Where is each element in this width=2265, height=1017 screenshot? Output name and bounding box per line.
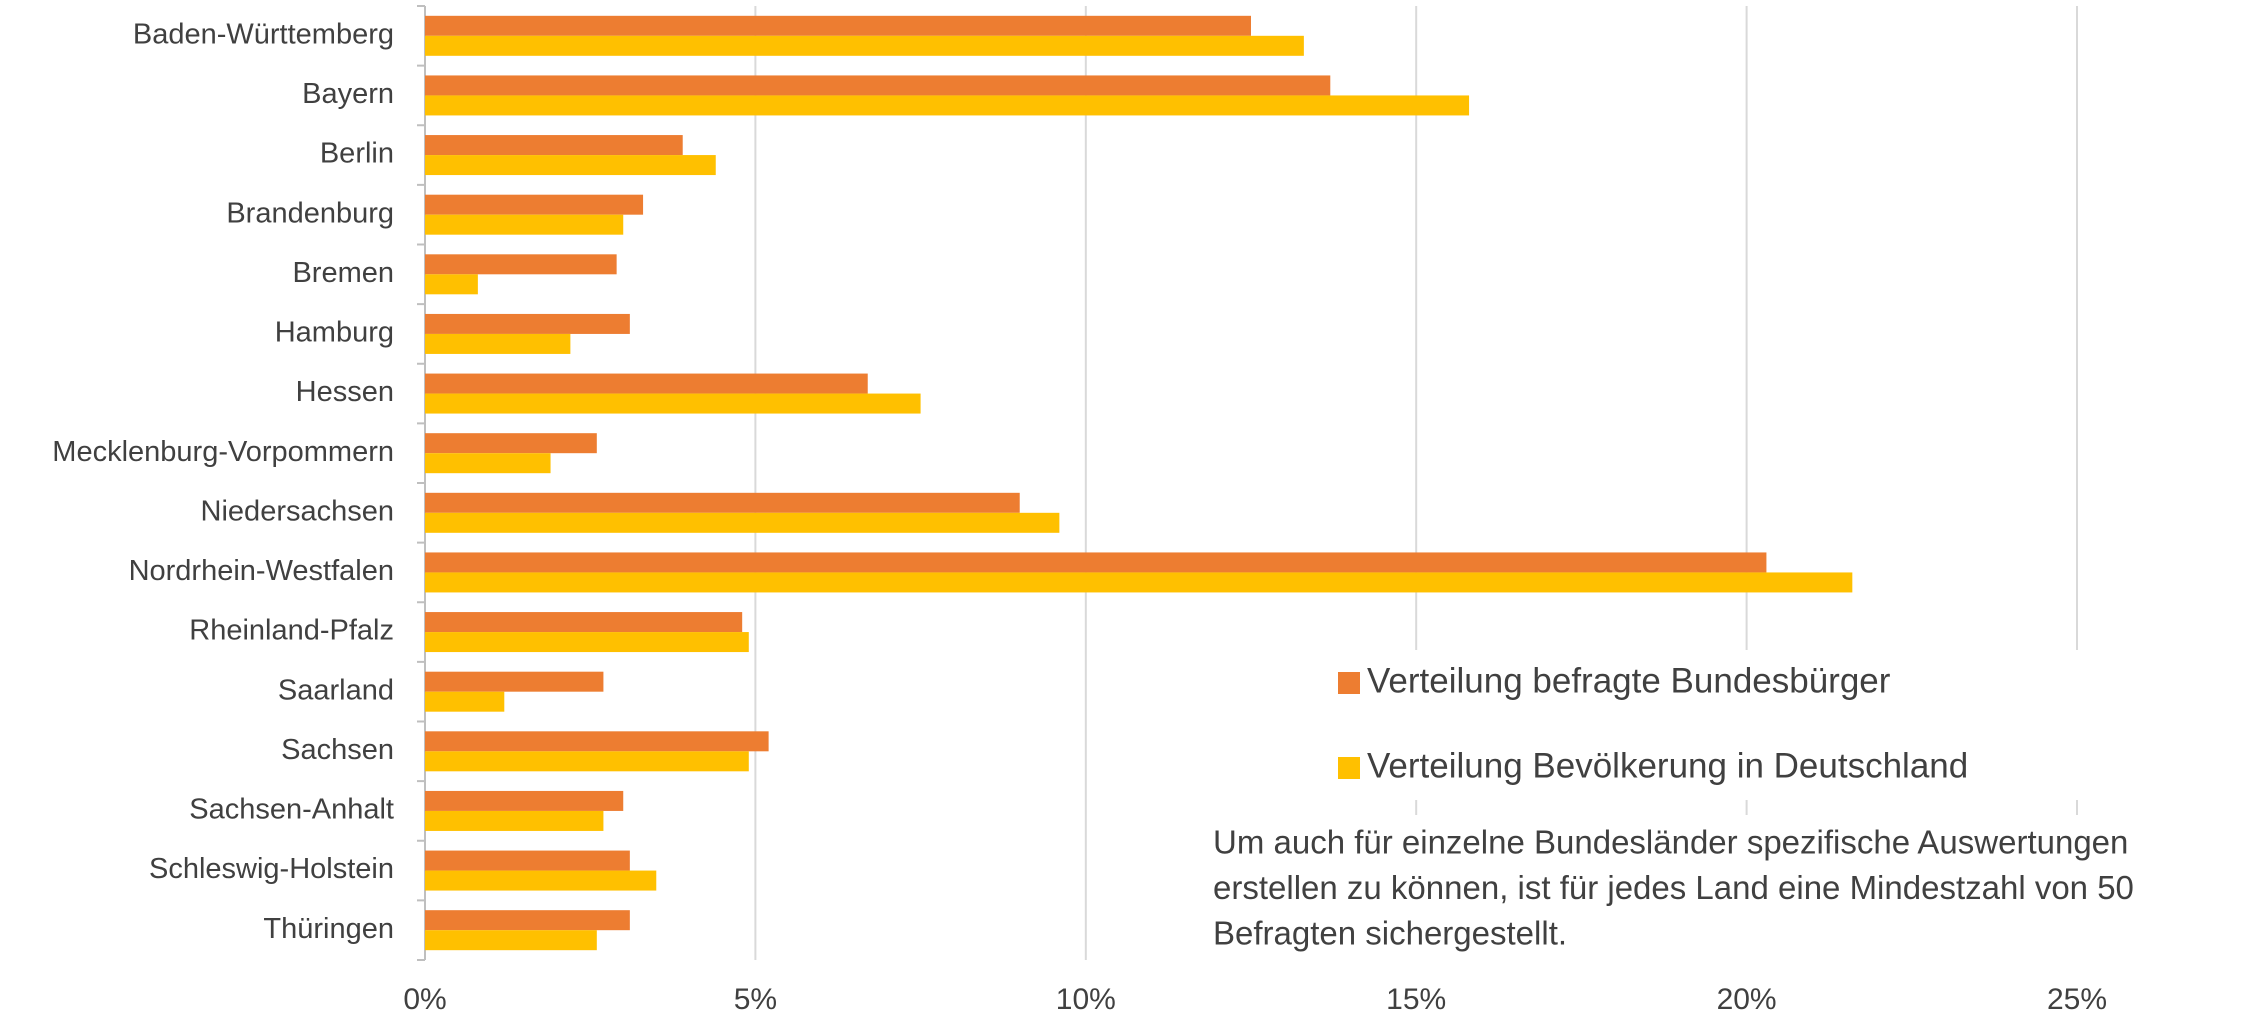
y-tick-label: Nordrhein-Westfalen: [129, 555, 394, 587]
bar: [425, 15, 1251, 36]
y-tick-label: Sachsen-Anhalt: [189, 794, 394, 826]
bar: [425, 35, 1304, 56]
annotation: Befragten sichergestellt.: [1213, 915, 1567, 952]
bar: [425, 333, 571, 354]
bar: [425, 790, 624, 811]
bar: [425, 194, 644, 215]
y-tick-label: Bremen: [292, 257, 394, 289]
bar: [425, 393, 921, 414]
y-tick-label: Baden-Württemberg: [133, 18, 394, 50]
x-tick-label: 15%: [1386, 983, 1446, 1016]
y-tick-label: Niedersachsen: [201, 495, 394, 527]
bar: [425, 155, 716, 176]
bar: [425, 214, 624, 235]
legend-label: Verteilung Bevölkerung in Deutschland: [1367, 746, 1968, 785]
bar: [425, 910, 630, 931]
bar: [425, 850, 630, 871]
x-tick-label: 5%: [734, 983, 777, 1016]
annotation: Um auch für einzelne Bundesländer spezif…: [1213, 824, 2128, 861]
legend-label: Verteilung befragte Bundesbürger: [1367, 661, 1891, 700]
bar: [425, 930, 597, 951]
bar: [425, 572, 1853, 593]
bar: [425, 751, 749, 772]
bar: [425, 95, 1470, 116]
bar: [425, 810, 604, 831]
y-tick-label: Thüringen: [263, 913, 394, 945]
bar: [425, 671, 604, 692]
bar: [425, 512, 1060, 533]
x-tick-label: 10%: [1056, 983, 1116, 1016]
legend-swatch: [1338, 672, 1360, 694]
annotation: erstellen zu können, ist für jedes Land …: [1213, 869, 2134, 906]
y-tick-label: Schleswig-Holstein: [149, 853, 394, 885]
annotation-bg: [1205, 815, 2265, 960]
y-tick-label: Sachsen: [281, 734, 394, 766]
x-tick-label: 0%: [403, 983, 446, 1016]
bar: [425, 433, 597, 454]
bar: [425, 552, 1767, 573]
bar: [425, 731, 769, 752]
y-tick-label: Hessen: [296, 376, 394, 408]
bar: [425, 492, 1020, 513]
x-tick-label: 20%: [1717, 983, 1777, 1016]
bar: [425, 254, 617, 275]
bar: [425, 691, 505, 712]
bar: [425, 870, 657, 891]
bar: [425, 632, 749, 653]
y-tick-label: Mecklenburg-Vorpommern: [52, 436, 394, 468]
y-tick-label: Berlin: [320, 138, 394, 170]
bar: [425, 313, 630, 334]
y-tick-label: Brandenburg: [226, 197, 394, 229]
bar: [425, 373, 868, 394]
x-tick-label: 25%: [2047, 983, 2107, 1016]
y-tick-label: Saarland: [278, 674, 394, 706]
legend-bg: [1325, 650, 2085, 800]
bar: [425, 135, 683, 156]
y-tick-label: Bayern: [302, 78, 394, 110]
bar: [425, 612, 743, 633]
y-tick-label: Rheinland-Pfalz: [189, 615, 394, 647]
bar: [425, 274, 478, 295]
legend-swatch: [1338, 757, 1360, 779]
bar: [425, 453, 551, 474]
y-tick-label: Hamburg: [275, 317, 394, 349]
bar: [425, 75, 1331, 96]
